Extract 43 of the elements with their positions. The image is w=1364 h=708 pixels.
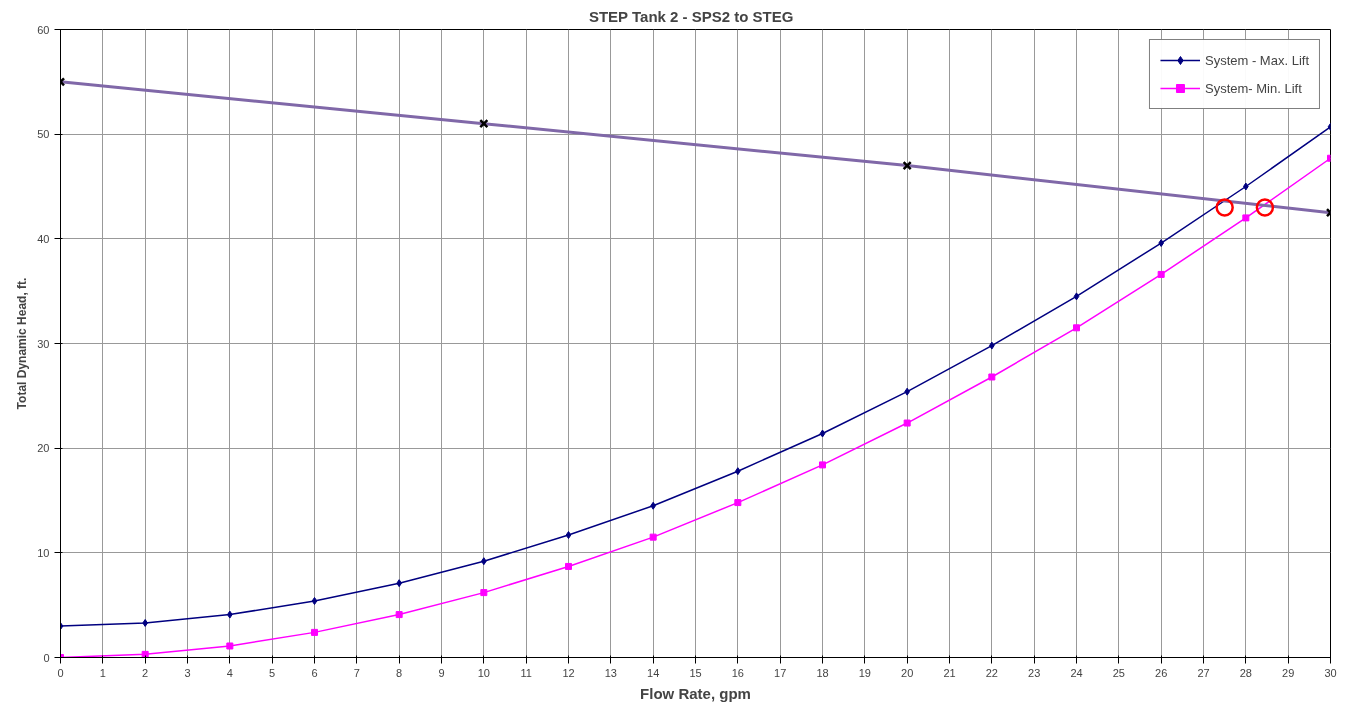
x-tick-label: 13: [604, 666, 617, 679]
x-tick-label: 23: [1028, 666, 1041, 679]
legend-label: System - Max. Lift: [1204, 52, 1309, 68]
x-tick-label: 14: [647, 666, 660, 679]
x-tick-label: 10: [477, 666, 490, 679]
y-tick-label: 60: [37, 23, 50, 36]
x-tick-label: 17: [774, 666, 787, 679]
y-tick-label: 0: [43, 651, 50, 664]
legend-label: System- Min. Lift: [1204, 80, 1302, 96]
y-axis-title: Total Dynamic Head, ft.: [15, 277, 30, 410]
x-tick-label: 24: [1070, 666, 1083, 679]
x-tick-label: 30: [1324, 666, 1337, 679]
x-tick-label: 7: [353, 666, 360, 679]
chart-title: STEP Tank 2 - SPS2 to STEG: [588, 7, 794, 25]
y-tick-label: 30: [37, 337, 50, 350]
y-tick-label: 50: [37, 128, 50, 141]
x-tick-label: 21: [943, 666, 956, 679]
x-tick-label: 3: [184, 666, 191, 679]
x-tick-label: 20: [901, 666, 914, 679]
x-tick-label: 12: [562, 666, 575, 679]
x-axis-title: Flow Rate, gpm: [640, 684, 751, 702]
x-tick-label: 11: [520, 666, 532, 679]
x-tick-label: 6: [311, 666, 318, 679]
x-tick-label: 22: [985, 666, 998, 679]
x-tick-label: 26: [1155, 666, 1168, 679]
y-tick-label: 10: [37, 546, 50, 559]
x-tick-label: 18: [816, 666, 829, 679]
x-tick-label: 29: [1282, 666, 1295, 679]
x-tick-label: 4: [226, 666, 233, 679]
x-tick-label: 0: [57, 666, 64, 679]
y-tick-label: 20: [37, 442, 50, 455]
x-tick-label: 2: [142, 666, 149, 679]
x-tick-label: 5: [269, 666, 276, 679]
y-tick-label: 40: [37, 232, 50, 245]
x-tick-label: 27: [1197, 666, 1210, 679]
x-tick-label: 1: [99, 666, 106, 679]
x-tick-label: 15: [689, 666, 702, 679]
x-tick-label: 28: [1239, 666, 1252, 679]
x-tick-label: 25: [1112, 666, 1125, 679]
x-tick-label: 9: [438, 666, 445, 679]
x-tick-label: 16: [731, 666, 744, 679]
x-tick-label: 8: [396, 666, 403, 679]
x-tick-label: 19: [858, 666, 871, 679]
